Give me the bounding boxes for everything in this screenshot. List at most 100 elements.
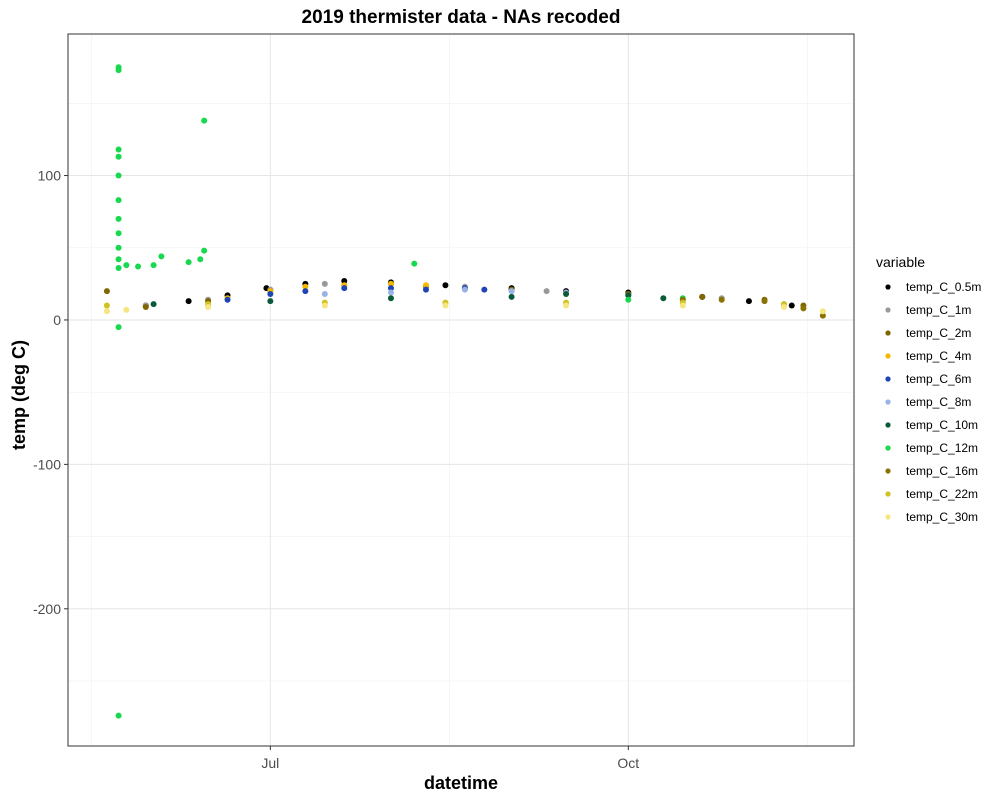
legend-key: [885, 307, 891, 313]
data-point: [387, 285, 394, 292]
y-axis-title: temp (deg C): [9, 340, 29, 450]
data-point: [819, 308, 826, 315]
data-point: [563, 302, 570, 309]
data-point: [321, 302, 328, 309]
data-point: [679, 302, 686, 309]
plot-area: [67, 33, 855, 747]
legend-label: temp_C_22m: [906, 487, 978, 501]
data-point: [267, 298, 274, 305]
axis-layer: 100 0 -100 -200 Jul Oct: [33, 168, 639, 771]
legend-label: temp_C_10m: [906, 418, 978, 432]
data-point: [780, 303, 787, 310]
legend-items: temp_C_0.5m temp_C_1m temp_C_2m temp_C_4mte…: [885, 280, 981, 524]
data-point: [103, 308, 110, 315]
data-point: [341, 285, 348, 292]
x-tick-label: Jul: [261, 755, 279, 771]
data-point: [115, 244, 122, 251]
legend-label: temp_C_6m: [906, 372, 971, 386]
data-point: [150, 301, 157, 308]
series-temp-C-30m: [103, 302, 826, 315]
data-point: [115, 256, 122, 263]
data-point: [461, 286, 468, 293]
data-point: [387, 280, 394, 287]
data-point: [103, 288, 110, 295]
data-point: [142, 303, 149, 310]
data-point: [201, 117, 208, 124]
data-point: [201, 247, 208, 254]
data-point: [115, 215, 122, 222]
legend-label: temp_C_4m: [906, 349, 971, 363]
legend-label: temp_C_16m: [906, 464, 978, 478]
data-point: [387, 295, 394, 302]
data-point: [115, 324, 122, 331]
data-point: [150, 262, 157, 269]
legend-key: [885, 353, 891, 359]
data-point: [508, 288, 515, 295]
data-point: [123, 262, 130, 269]
series-temp-C-10m: [150, 290, 667, 308]
y-tick-label: 0: [53, 312, 61, 328]
data-point: [103, 302, 110, 309]
data-point: [422, 286, 429, 293]
legend-label: temp_C_2m: [906, 326, 971, 340]
data-point: [185, 298, 192, 305]
data-point: [115, 67, 122, 74]
data-point: [718, 296, 725, 303]
data-point: [267, 290, 274, 297]
panel-border: [67, 33, 855, 747]
y-tick-label: 100: [38, 168, 62, 184]
data-point: [185, 259, 192, 266]
legend-label: temp_C_12m: [906, 441, 978, 455]
data-point: [115, 264, 122, 271]
y-tick-label: -100: [33, 456, 61, 472]
data-point: [341, 277, 348, 284]
legend-title: variable: [876, 254, 925, 270]
data-point: [302, 288, 309, 295]
data-point: [387, 289, 394, 296]
data-point: [115, 153, 122, 160]
data-point: [302, 283, 309, 290]
legend-key: [885, 491, 891, 497]
data-point: [411, 260, 418, 267]
legend-key: [885, 376, 891, 382]
data-point: [788, 302, 795, 309]
data-point: [115, 197, 122, 204]
data-point: [321, 290, 328, 297]
legend: variable temp_C_0.5m temp_C_1m temp_C_2mte…: [876, 254, 981, 524]
grid-layer: [68, 34, 854, 746]
data-point: [321, 280, 328, 287]
data-point: [115, 172, 122, 179]
data-point: [115, 146, 122, 153]
legend-label: temp_C_1m: [906, 303, 971, 317]
data-point: [442, 282, 449, 289]
data-point: [625, 292, 632, 299]
panel-background: [68, 34, 854, 746]
x-axis-title: datetime: [424, 773, 498, 793]
data-point: [158, 253, 165, 260]
data-point: [197, 256, 204, 263]
legend-key: [885, 445, 891, 451]
data-point: [543, 288, 550, 295]
legend-key: [885, 468, 891, 474]
legend-key: [885, 330, 891, 336]
x-tick-label: Oct: [617, 755, 639, 771]
legend-key: [885, 284, 891, 290]
legend-label: temp_C_30m: [906, 510, 978, 524]
data-point: [819, 312, 826, 319]
data-point: [135, 263, 142, 270]
data-point: [699, 293, 706, 300]
legend-label: temp_C_8m: [906, 395, 971, 409]
data-point: [224, 296, 231, 303]
data-point: [660, 295, 667, 302]
data-point: [508, 293, 515, 300]
y-tick-label: -200: [33, 601, 61, 617]
data-point: [625, 296, 632, 303]
data-point: [800, 305, 807, 312]
data-point: [205, 303, 212, 310]
data-point: [481, 286, 488, 293]
data-point: [442, 302, 449, 309]
data-point: [115, 712, 122, 719]
legend-key: [885, 514, 891, 520]
legend-key: [885, 422, 891, 428]
